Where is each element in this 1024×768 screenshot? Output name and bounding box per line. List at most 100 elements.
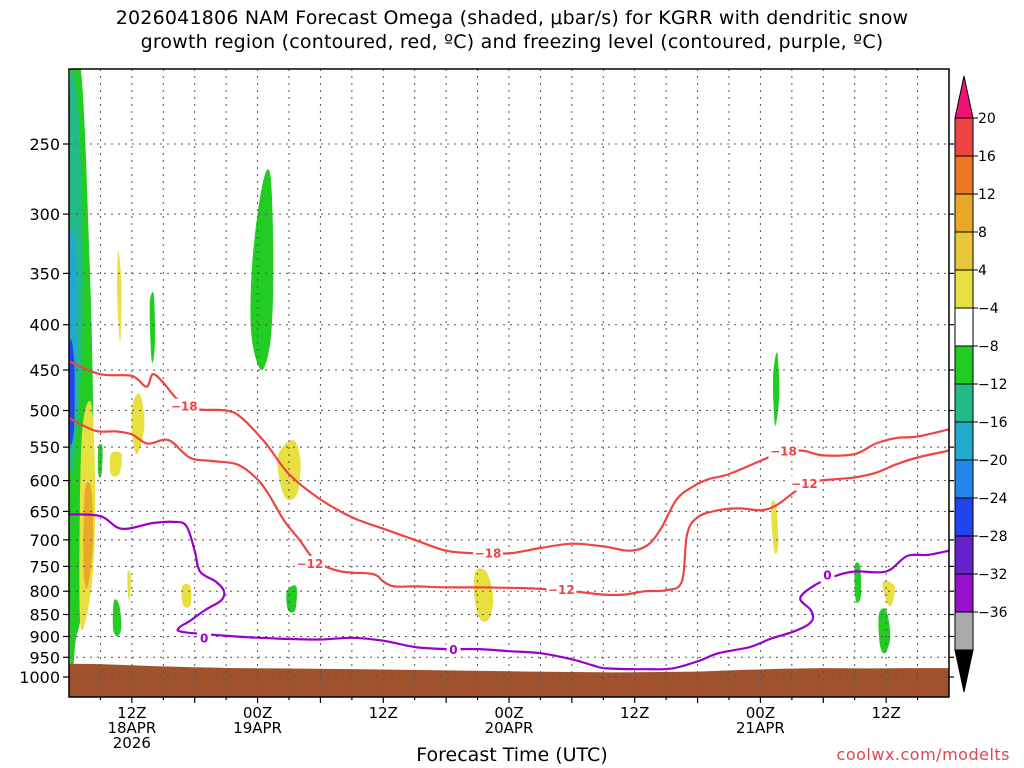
y-tick-label: 550 <box>29 438 60 457</box>
contour-label-bg <box>197 630 212 646</box>
chart-title: 2026041806 NAM Forecast Omega (shaded, μ… <box>0 6 1024 54</box>
contour-label-bg <box>820 567 835 583</box>
x-tick-label: 12Z <box>871 704 900 722</box>
y-tick-label: 350 <box>29 264 60 283</box>
colorbar-label: 16 <box>978 149 996 165</box>
y-tick-label: 950 <box>29 648 60 667</box>
grid-lines <box>69 69 949 697</box>
source-credit: coolwx.com/modelts <box>836 745 1010 764</box>
contour-label-bg <box>294 555 325 571</box>
colorbar-swatch <box>954 383 974 423</box>
colorbar-swatch <box>954 459 974 499</box>
contour-label: 0 <box>200 632 208 646</box>
omega-region <box>854 562 862 603</box>
omega-region <box>112 599 122 637</box>
y-tick-label: 750 <box>29 557 60 576</box>
y-tick-label: 250 <box>29 135 60 154</box>
x-tick-label: 20APR <box>485 719 534 737</box>
contour-label: −12 <box>548 583 575 597</box>
x-tick-label: 18APR <box>107 719 156 737</box>
x-tick-label: 12Z <box>117 704 146 722</box>
colorbar-label: −16 <box>978 415 1008 431</box>
x-tick-label: 2026 <box>113 734 151 752</box>
contour-label: −12 <box>297 557 324 571</box>
contour-label: −18 <box>475 546 502 560</box>
colorbar-swatch <box>954 421 974 461</box>
colorbar-swatch <box>954 345 974 385</box>
contour-label: −18 <box>770 444 797 458</box>
omega-region <box>770 500 779 554</box>
colorbar-swatch <box>954 497 974 537</box>
omega-region <box>878 608 891 654</box>
omega-region <box>882 580 895 607</box>
omega-region <box>772 352 780 426</box>
colorbar-label: −4 <box>978 301 999 317</box>
x-tick-label: 00Z <box>494 704 523 722</box>
colorbar-label: −32 <box>978 567 1008 583</box>
contour-label-bg <box>473 545 504 561</box>
omega-region <box>83 481 94 589</box>
x-tick-label: 19APR <box>233 719 282 737</box>
x-tick-label: 00Z <box>243 704 272 722</box>
contour-label: 0 <box>823 569 831 583</box>
contour-label-bg <box>768 443 799 459</box>
colorbar-swatch <box>954 307 974 347</box>
y-tick-label: 400 <box>29 316 60 335</box>
omega-region <box>97 443 103 478</box>
colorbar-label: −20 <box>978 453 1008 469</box>
pressure-axis: 250 300 350 400 450 500 550 600 650 700 750 800 850 9… <box>19 135 954 687</box>
colorbar-swatch <box>954 535 974 575</box>
contour-lines: −18 −18 −18 −12 −12 −12 0 0 0 <box>69 360 949 671</box>
colorbar-top-arrow <box>954 75 974 119</box>
colorbar-swatch <box>954 269 974 309</box>
omega-region <box>149 292 156 364</box>
omega-region <box>131 393 145 455</box>
colorbar-swatch <box>954 231 974 271</box>
y-tick-label: 900 <box>29 627 60 646</box>
colorbar-label: 8 <box>978 225 987 241</box>
colorbar-label: −12 <box>978 377 1008 393</box>
omega-region <box>127 570 131 602</box>
omega-colorbar: 20 16 12 8 4 −4 −8 −12 −16 −20 −24 −28 −32 −36 <box>954 75 1008 693</box>
y-tick-label: 800 <box>29 582 60 601</box>
colorbar-label: 20 <box>978 111 996 127</box>
x-tick-label: 12Z <box>369 704 398 722</box>
colorbar-label: −24 <box>978 491 1008 507</box>
contour-label-bg <box>169 398 200 414</box>
x-tick-label: 21APR <box>736 719 785 737</box>
omega-region <box>277 440 301 501</box>
omega-region <box>473 568 494 622</box>
y-tick-label: 700 <box>29 531 60 550</box>
contour-line <box>69 417 949 597</box>
omega-region <box>117 250 122 344</box>
colorbar-label: 4 <box>978 263 987 279</box>
y-tick-label: 450 <box>29 361 60 380</box>
y-tick-label: 300 <box>29 205 60 224</box>
colorbar-label: −8 <box>978 339 999 355</box>
chart-title-line1: 2026041806 NAM Forecast Omega (shaded, μ… <box>115 7 909 29</box>
y-tick-label: 1000 <box>19 668 60 687</box>
colorbar-swatch <box>954 193 974 233</box>
y-tick-label: 500 <box>29 402 60 421</box>
y-tick-label: 650 <box>29 502 60 521</box>
contour-label: −12 <box>791 477 818 491</box>
contour-label-bg <box>446 641 461 657</box>
y-tick-label: 850 <box>29 606 60 625</box>
y-tick-label: 600 <box>29 472 60 491</box>
contour-label-bg <box>789 475 820 491</box>
omega-region <box>250 169 274 370</box>
x-axis-title: Forecast Time (UTC) <box>416 744 608 766</box>
x-tick-label: 00Z <box>746 704 775 722</box>
colorbar-swatch <box>954 155 974 195</box>
colorbar-label: 12 <box>978 187 996 203</box>
omega-region <box>286 585 297 613</box>
omega-region <box>181 584 192 608</box>
contour-label-bg <box>546 581 577 597</box>
contour-line <box>69 513 949 671</box>
colorbar-swatch <box>954 611 974 651</box>
chart-title-line2: growth region (contoured, red, ºC) and f… <box>140 31 884 53</box>
colorbar-label: −28 <box>978 529 1008 545</box>
colorbar-bottom-arrow <box>954 649 974 693</box>
